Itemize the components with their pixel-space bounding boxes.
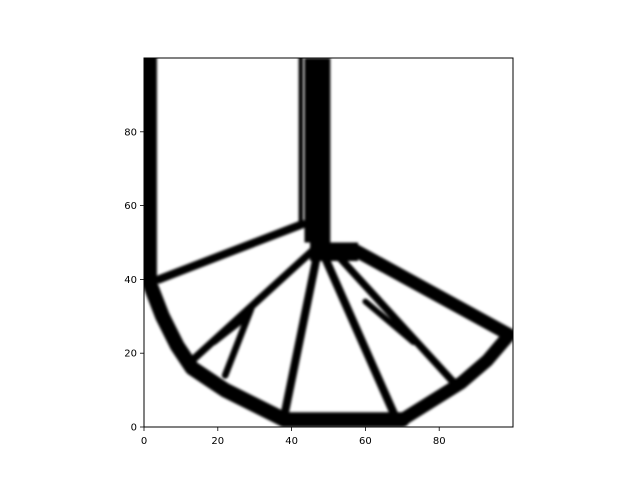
plot-frame	[143, 57, 514, 428]
member-strut-d	[280, 249, 322, 420]
x-tick-label: 60	[359, 436, 372, 447]
y-axis: 0 20 40 60 80	[124, 127, 144, 434]
member-strut-f	[332, 249, 458, 387]
member-upper-left-tie	[154, 219, 307, 284]
y-tick-label: 40	[124, 275, 137, 286]
x-axis: 0 20 40 60 80	[141, 427, 446, 447]
solid-region-column	[304, 58, 331, 243]
y-tick-label: 80	[124, 127, 137, 138]
member-upper-right-chord	[347, 243, 513, 342]
member-strut-e	[320, 253, 399, 420]
member-arc-left-lower	[144, 275, 292, 427]
x-tick-label: 0	[141, 436, 147, 447]
x-tick-label: 80	[433, 436, 446, 447]
material-members	[144, 58, 513, 427]
y-tick-label: 0	[131, 423, 137, 434]
y-tick-label: 60	[124, 201, 137, 212]
density-layer	[144, 58, 513, 427]
member-strut-g	[362, 298, 417, 346]
member-arc-right-lower	[395, 328, 513, 427]
x-tick-label: 20	[211, 436, 224, 447]
member-strut-c	[211, 313, 251, 346]
x-tick-label: 40	[285, 436, 298, 447]
y-tick-label: 20	[124, 349, 137, 360]
